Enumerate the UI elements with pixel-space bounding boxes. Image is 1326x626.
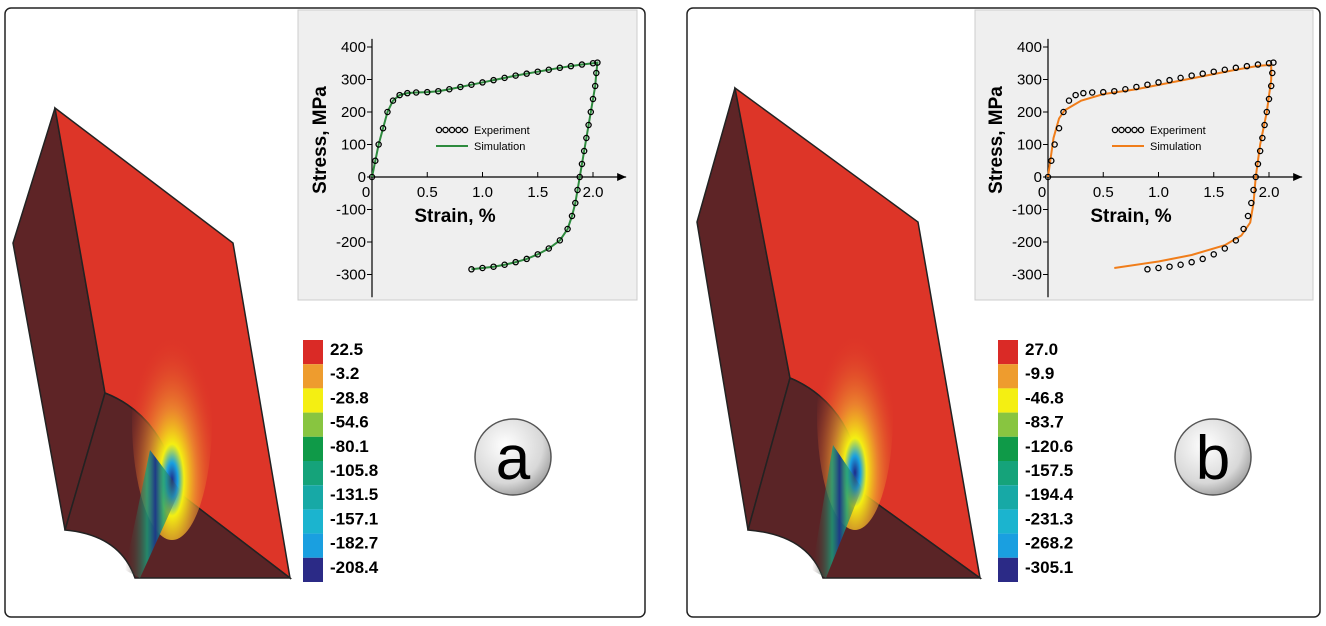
colorbar-cell	[998, 485, 1018, 509]
colorbar-label: -157.5	[1025, 461, 1073, 480]
x-tick-label: 1.5	[1203, 184, 1224, 201]
y-tick-label: 200	[341, 104, 366, 121]
colorbar-cell	[303, 413, 323, 437]
colorbar-cell	[303, 340, 323, 364]
colorbar-cell	[998, 340, 1018, 364]
colorbar-cell	[998, 437, 1018, 461]
legend-label: Simulation	[474, 141, 525, 153]
y-axis-label: Stress, MPa	[310, 86, 331, 194]
colorbar-cell	[998, 388, 1018, 412]
y-tick-label: 300	[341, 72, 366, 89]
colorbar-cell	[998, 413, 1018, 437]
colorbar-label: -208.4	[330, 558, 379, 577]
colorbar-label: -3.2	[330, 364, 359, 383]
y-tick-label: -300	[336, 267, 366, 284]
colorbar-label: -46.8	[1025, 388, 1064, 407]
colorbar-label: -80.1	[330, 437, 369, 456]
colorbar-label: -131.5	[330, 485, 378, 504]
x-tick-label: 0	[1038, 184, 1046, 201]
y-tick-label: -300	[1012, 267, 1042, 284]
colorbar-cell	[303, 364, 323, 388]
x-tick-label: 1.0	[472, 184, 493, 201]
colorbar-label: -105.8	[330, 461, 378, 480]
y-tick-label: 100	[1017, 137, 1042, 154]
panel-label: b	[1196, 424, 1230, 493]
colorbar-label: -54.6	[330, 413, 369, 432]
legend-label: Simulation	[1150, 141, 1201, 153]
x-tick-label: 2.0	[1259, 184, 1280, 201]
colorbar-label: -120.6	[1025, 437, 1073, 456]
legend-label: Experiment	[1150, 125, 1206, 137]
colorbar-label: -182.7	[330, 534, 378, 553]
x-axis-label: Strain, %	[414, 206, 495, 227]
colorbar-cell	[303, 461, 323, 485]
y-tick-label: -100	[336, 202, 366, 219]
colorbar-label: -268.2	[1025, 534, 1073, 553]
colorbar-cell	[998, 461, 1018, 485]
colorbar-label: -305.1	[1025, 558, 1073, 577]
legend-label: Experiment	[474, 125, 530, 137]
x-tick-label: 1.5	[527, 184, 548, 201]
colorbar-cell	[303, 437, 323, 461]
y-tick-label: 400	[1017, 39, 1042, 56]
y-tick-label: -100	[1012, 202, 1042, 219]
x-tick-label: 0	[362, 184, 370, 201]
y-axis-label: Stress, MPa	[986, 86, 1007, 194]
colorbar-cell	[998, 509, 1018, 533]
colorbar-cell	[998, 558, 1018, 582]
y-tick-label: 100	[341, 137, 366, 154]
colorbar-cell	[303, 485, 323, 509]
x-tick-label: 0.5	[1093, 184, 1114, 201]
panel-label: a	[496, 424, 531, 493]
colorbar-cell	[303, 509, 323, 533]
colorbar-label: 22.5	[330, 340, 363, 359]
x-tick-label: 1.0	[1148, 184, 1169, 201]
colorbar-label: -194.4	[1025, 485, 1074, 504]
colorbar-label: 27.0	[1025, 340, 1058, 359]
colorbar-label: -83.7	[1025, 413, 1064, 432]
x-axis-label: Strain, %	[1090, 206, 1171, 227]
colorbar-cell	[303, 388, 323, 412]
colorbar-label: -157.1	[330, 509, 378, 528]
x-tick-label: 2.0	[583, 184, 604, 201]
colorbar-cell	[998, 534, 1018, 558]
colorbar-cell	[303, 534, 323, 558]
y-tick-label: 200	[1017, 104, 1042, 121]
y-tick-label: 300	[1017, 72, 1042, 89]
y-tick-label: 400	[341, 39, 366, 56]
x-tick-label: 0.5	[417, 184, 438, 201]
colorbar-label: -28.8	[330, 388, 369, 407]
figure: -300-200-100010020030040000.51.01.52.0St…	[0, 0, 1326, 621]
colorbar-cell	[998, 364, 1018, 388]
y-tick-label: -200	[336, 234, 366, 251]
colorbar-label: -231.3	[1025, 509, 1073, 528]
colorbar-cell	[303, 558, 323, 582]
colorbar-label: -9.9	[1025, 364, 1054, 383]
y-tick-label: -200	[1012, 234, 1042, 251]
